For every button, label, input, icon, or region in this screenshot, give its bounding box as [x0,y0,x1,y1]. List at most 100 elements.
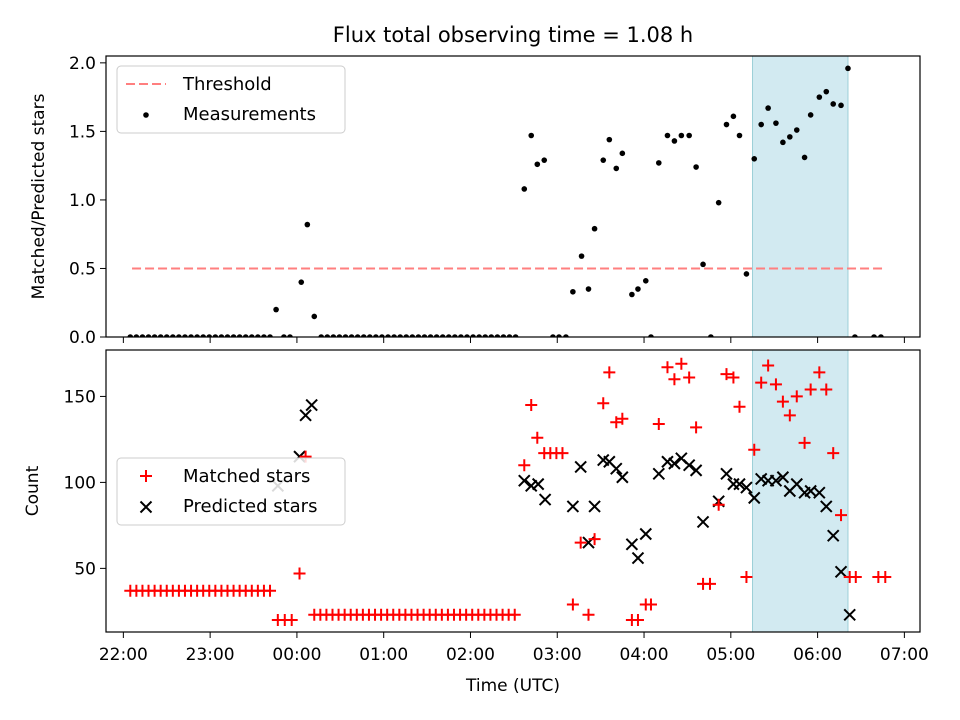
measurement-point [635,286,641,292]
matched-star-marker [740,570,753,583]
measurement-point [336,334,343,337]
x-tick-label: 05:00 [706,645,755,665]
highlight-span [752,55,849,338]
matched-star-marker [518,459,531,472]
measurement-point [736,132,743,139]
predicted-star-marker [720,467,733,481]
plot-area [124,357,892,626]
matched-star-marker [776,395,789,408]
matched-star-marker [712,498,725,511]
matched-star-marker [285,613,298,626]
measurement-point [730,113,737,120]
measurement-point [458,334,464,337]
measurement-point [578,253,585,259]
y-tick-label: 2.0 [69,54,96,74]
matched-star-marker [597,397,610,410]
measurement-point [224,334,231,337]
measurement-point [773,120,779,126]
measurement-point [758,121,764,128]
predicted-star-marker [843,608,856,622]
measurement-point [281,334,287,337]
predicted-star-marker [652,467,665,481]
measurement-point [780,139,786,146]
measurement-point [373,334,379,337]
measurement-point [500,334,507,337]
y-tick-label: 1.5 [69,122,96,142]
measurement-point [409,334,416,337]
measurement-point [671,138,678,144]
measurement-point [488,334,495,337]
measurement-point [871,334,877,337]
measurement-point [421,334,428,337]
measurement-point [470,334,476,337]
measurement-point [151,334,158,337]
predicted-star-marker [740,481,753,494]
predicted-star-marker [610,462,623,475]
measurement-point [445,334,452,337]
highlight-span [752,349,849,633]
predicted-star-marker [769,474,783,487]
measurement-point [206,334,213,337]
matched-star-marker [293,567,306,580]
matched-star-marker [588,533,601,546]
measurement-point [452,334,458,337]
matched-star-marker [661,361,674,374]
measurement-point [878,334,884,337]
predicted-star-marker [827,529,840,542]
measurement-point [506,334,513,337]
measurement-point [342,334,349,337]
measurement-point [708,334,714,337]
measurement-point [464,334,470,337]
measurement-point [427,334,434,337]
measurement-point [385,334,391,337]
measurement-point [304,221,311,228]
measurement-point [600,157,607,163]
matched-star-marker [727,371,740,384]
predicted-star-marker [689,464,703,477]
measurement-point [200,334,206,337]
matched-star-marker [790,390,803,403]
measurement-point [715,199,722,206]
measurement-point [391,334,397,337]
matched-star-marker [610,416,623,429]
predicted-star-marker [668,457,681,470]
measurement-point [145,334,152,337]
matched-star-marker [720,368,733,381]
predicted-star-marker [299,409,312,422]
axes-frame [105,55,921,338]
measurement-point [845,65,851,72]
predicted-star-marker [588,500,601,513]
measurement-point [379,334,385,337]
measurement-point [534,161,541,168]
measurement-point [330,334,337,337]
measurement-point [664,132,671,139]
x-tick-label: 00:00 [272,645,321,665]
measurement-point [163,334,170,337]
matched-star-marker [783,409,796,422]
measurement-point [273,306,279,313]
matched-star-marker [582,608,595,621]
measurement-point [512,334,519,337]
matched-star-marker [755,376,768,389]
measurement-point [212,334,219,337]
predicted-star-marker [305,398,318,412]
predicted-star-marker [616,471,629,484]
legend-measurement-swatch [143,112,149,118]
measurement-point [127,334,134,337]
predicted-star-marker [538,493,552,506]
measurement-point [700,261,706,268]
predicted-star-marker [776,471,790,484]
matched-star-marker [668,373,681,386]
top-panel: 0.0 0.5 1.0 1.5 2.0 Matched/Predicted stars Th… [29,54,921,348]
y-tick-label: 0.0 [69,328,96,348]
matched-star-marker [804,383,817,396]
predicted-star-marker [574,460,587,474]
measurement-point [157,334,164,337]
measurement-point [550,334,556,337]
matched-star-marker [683,371,696,384]
matched-star-marker [748,443,761,456]
measurement-point [655,160,662,166]
measurement-point [494,334,501,337]
x-tick-label: 04:00 [620,645,669,665]
